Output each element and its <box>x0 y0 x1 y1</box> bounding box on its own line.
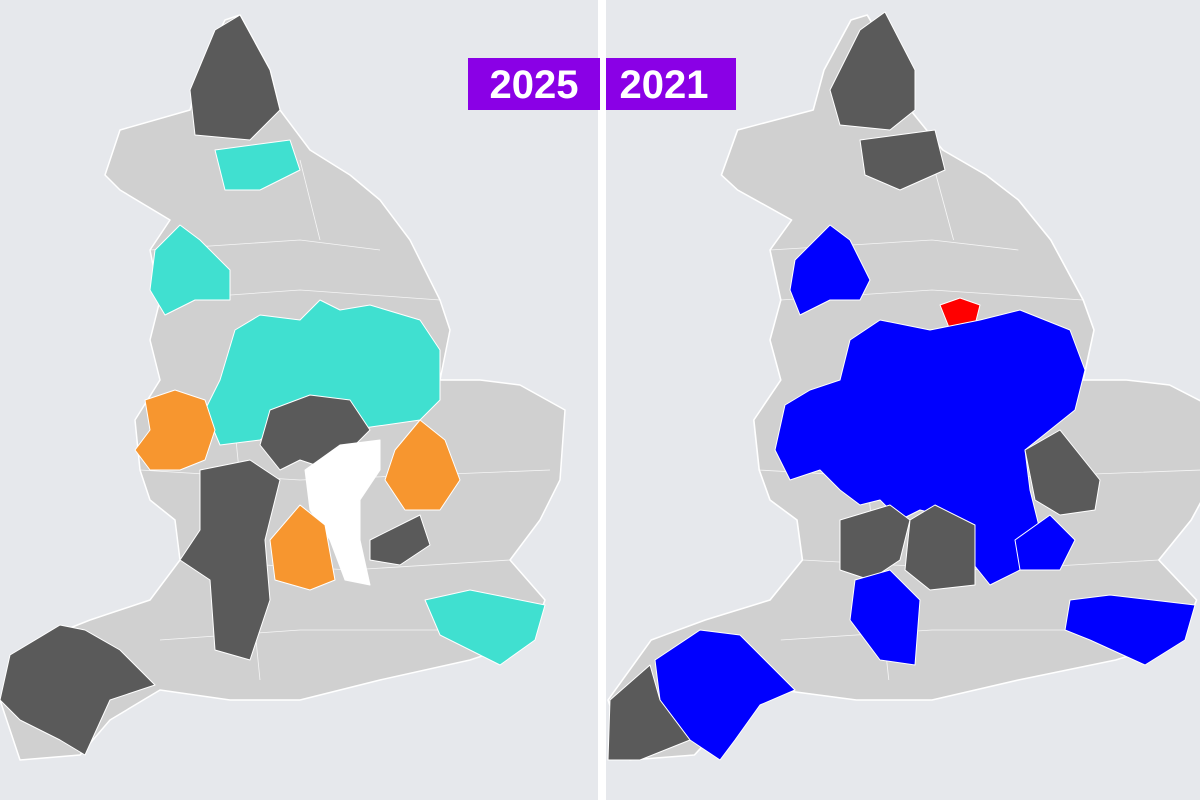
region <box>204 299 441 446</box>
region <box>904 504 976 591</box>
region <box>369 514 431 566</box>
divider <box>598 0 606 800</box>
label-box <box>606 58 736 110</box>
year-label: 2025 <box>490 63 579 107</box>
region <box>0 624 156 756</box>
region <box>134 389 216 471</box>
region <box>1024 429 1101 516</box>
region <box>789 224 871 316</box>
region <box>607 664 691 761</box>
region <box>424 589 546 666</box>
region <box>859 129 946 191</box>
region <box>829 11 916 131</box>
region <box>179 459 281 661</box>
region <box>149 224 231 316</box>
region <box>189 14 281 141</box>
region <box>384 419 461 511</box>
region <box>839 504 911 581</box>
map-left <box>0 14 566 761</box>
region <box>1014 514 1076 571</box>
region <box>269 504 336 591</box>
map-right <box>607 11 1200 761</box>
label-box <box>468 58 600 110</box>
region <box>774 309 1086 586</box>
region <box>1064 594 1196 666</box>
region <box>214 139 301 191</box>
region <box>849 569 921 666</box>
year-label: 2021 <box>620 63 709 107</box>
